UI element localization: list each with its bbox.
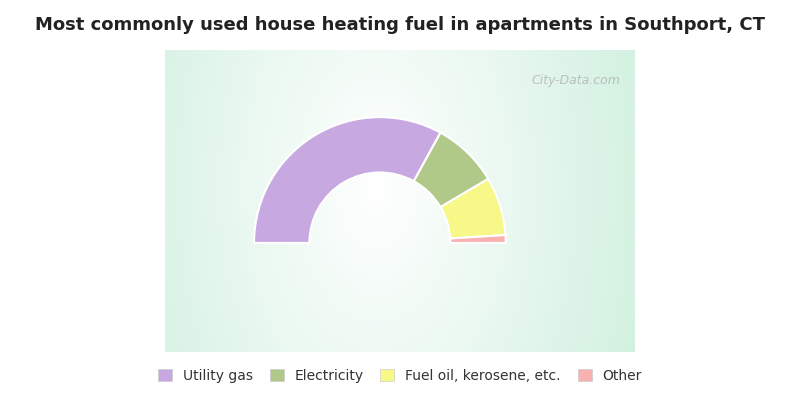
Wedge shape [254, 117, 441, 243]
Wedge shape [414, 133, 488, 207]
Legend: Utility gas, Electricity, Fuel oil, kerosene, etc., Other: Utility gas, Electricity, Fuel oil, kero… [153, 364, 647, 388]
Text: Most commonly used house heating fuel in apartments in Southport, CT: Most commonly used house heating fuel in… [35, 16, 765, 34]
Wedge shape [450, 235, 506, 243]
Wedge shape [441, 179, 506, 238]
Text: City-Data.com: City-Data.com [532, 74, 621, 87]
